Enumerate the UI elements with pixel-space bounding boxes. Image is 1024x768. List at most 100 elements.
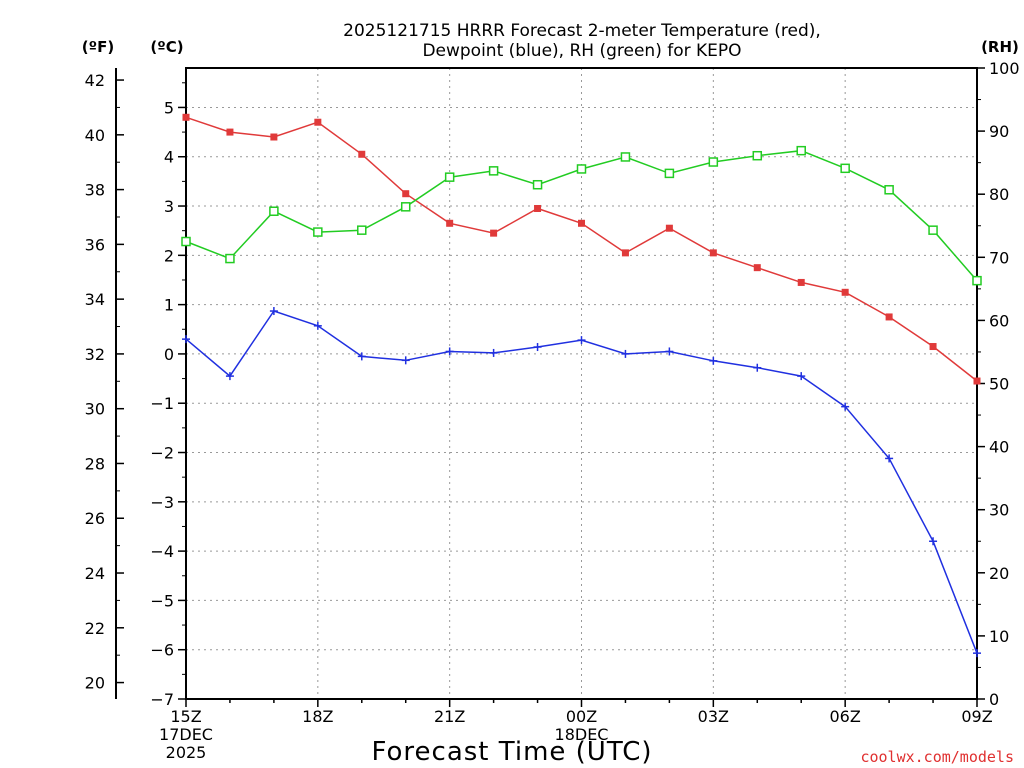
2-meter-temperature-point: [929, 343, 937, 351]
2-meter-temperature-point: [709, 249, 717, 257]
rh-point: [181, 236, 191, 247]
rh-point: [400, 202, 411, 212]
dewpoint-point: [489, 348, 498, 357]
rh-point: [928, 225, 938, 235]
dewpoint-point: [225, 372, 234, 381]
2-meter-temperature-point: [797, 278, 805, 286]
rh-point: [620, 152, 631, 162]
celsius-tick-label: 3: [164, 197, 174, 216]
fahrenheit-tick-label: 22: [85, 619, 105, 638]
rh-tick-label: 40: [989, 438, 1009, 457]
x-tick-label: 15Z: [170, 707, 201, 726]
rh-point: [840, 163, 850, 174]
celsius-tick-label: −7: [150, 690, 174, 709]
rh-tick-label: 60: [989, 311, 1009, 330]
rh-point: [576, 164, 587, 174]
fahrenheit-tick-label: 30: [85, 400, 105, 419]
rh-tick-label: 0: [989, 690, 999, 709]
dewpoint-point: [797, 372, 806, 381]
rh-point: [664, 168, 675, 179]
dewpoint-point: [313, 321, 322, 330]
fahrenheit-tick-label: 40: [85, 126, 105, 145]
fahrenheit-tick-label: 32: [85, 345, 105, 364]
x-tick-label: 09Z: [961, 707, 992, 726]
2-meter-temperature-point: [973, 377, 981, 385]
dewpoint-point: [929, 537, 938, 546]
rh-tick-label: 10: [989, 627, 1009, 646]
rh-tick-label: 100: [989, 59, 1020, 78]
2-meter-temperature-point: [446, 219, 454, 227]
rh-point: [972, 275, 982, 286]
x-tick-label: 03Z: [698, 707, 729, 726]
dewpoint-point: [401, 356, 410, 365]
rh-tick-label: 30: [989, 501, 1009, 520]
tick-labels: 543210−1−2−3−4−5−6−742403836343230282624…: [85, 59, 1020, 762]
celsius-tick-label: −6: [150, 641, 174, 660]
2-meter-temperature-point: [358, 150, 366, 158]
dewpoint-point: [357, 352, 366, 361]
2-meter-temperature-point: [270, 133, 278, 141]
2-meter-temperature-point: [490, 229, 498, 237]
2-meter-temperature-point: [578, 219, 585, 227]
x-tick-label: 00Z: [566, 707, 597, 726]
rh-point: [357, 225, 367, 235]
dewpoint-point: [445, 347, 454, 356]
rh-point: [708, 157, 719, 167]
fahrenheit-tick-label: 20: [85, 674, 105, 693]
chart-title-line1: 2025121715 HRRR Forecast 2-meter Tempera…: [343, 21, 821, 41]
celsius-tick-label: −2: [150, 444, 174, 463]
celsius-tick-label: −3: [150, 493, 174, 512]
plot-frame: [185, 67, 978, 700]
celsius-tick-label: 4: [164, 148, 174, 167]
2-meter-temperature-point: [402, 190, 410, 198]
2-meter-temperature-point: [314, 118, 322, 126]
celsius-tick-label: −5: [150, 591, 174, 610]
rh-point: [884, 185, 894, 195]
rh-tick-label: 70: [989, 248, 1009, 267]
x-tick-label: 2025: [166, 743, 207, 762]
dewpoint-point: [533, 343, 542, 352]
celsius-tick-label: −1: [150, 394, 174, 413]
2-meter-temperature-point: [841, 288, 849, 296]
2-meter-temperature-point: [534, 204, 542, 212]
rh-tick-label: 80: [989, 185, 1009, 204]
2-meter-temperature-point: [753, 264, 761, 272]
data-series: [181, 113, 982, 658]
rh-point: [752, 150, 763, 161]
dewpoint-point: [709, 356, 718, 365]
x-tick-label: 17DEC: [159, 725, 213, 744]
dewpoint-point: [973, 649, 981, 658]
celsius-tick-label: 2: [164, 246, 174, 265]
fahrenheit-tick-label: 24: [85, 564, 105, 583]
fahrenheit-tick-label: 26: [85, 509, 105, 528]
2-meter-temperature-point: [885, 313, 893, 321]
credit-text: coolwx.com/models: [860, 748, 1014, 766]
fahrenheit-tick-label: 28: [85, 454, 105, 473]
dewpoint-point: [577, 336, 586, 345]
rh-point: [313, 227, 323, 237]
celsius-tick-label: 1: [164, 296, 174, 315]
rh-point: [532, 179, 543, 190]
fahrenheit-tick-label: 38: [85, 181, 105, 200]
dewpoint-point: [182, 335, 190, 344]
celsius-tick-label: 0: [164, 345, 174, 364]
x-tick-label: 21Z: [434, 707, 465, 726]
rh-point: [269, 206, 279, 216]
dewpoint-point: [841, 402, 850, 411]
x-tick-label: 06Z: [830, 707, 861, 726]
rh-unit-label: (RH): [981, 38, 1019, 56]
celsius-unit-label: (ºC): [150, 38, 183, 56]
fahrenheit-tick-label: 42: [85, 71, 105, 90]
2-meter-temperature-point: [226, 128, 234, 136]
x-tick-label: 18Z: [302, 707, 333, 726]
rh-point: [444, 172, 455, 182]
rh-tick-label: 20: [989, 564, 1009, 583]
rh-point: [488, 166, 499, 176]
dewpoint-point: [885, 454, 894, 463]
celsius-tick-label: −4: [150, 542, 174, 561]
axes: [115, 67, 985, 707]
fahrenheit-unit-label: (ºF): [82, 38, 114, 56]
dewpoint-point: [665, 347, 674, 356]
chart-title-line2: Dewpoint (blue), RH (green) for KEPO: [422, 41, 741, 61]
